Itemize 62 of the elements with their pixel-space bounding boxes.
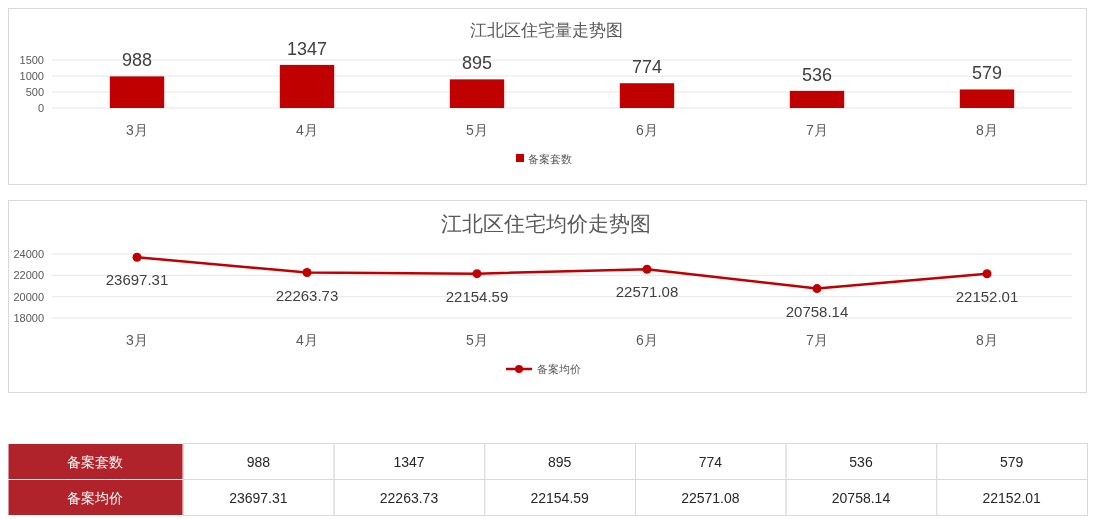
data-label: 22154.59	[445, 287, 509, 305]
text: 备案均价	[67, 489, 123, 506]
point	[982, 269, 992, 279]
x-tick-label: 6月	[636, 122, 658, 138]
data-label: 20758.14	[785, 302, 849, 320]
bar	[789, 90, 845, 108]
y-tick-label: 0	[37, 102, 44, 114]
data-label: 22571.08	[615, 283, 679, 301]
x-tick-label: 5月	[466, 332, 488, 348]
text: 579	[999, 453, 1024, 470]
text: 988	[246, 453, 271, 470]
bar	[959, 89, 1015, 108]
text: 22152.01	[982, 489, 1042, 506]
text: 22154.59	[530, 489, 590, 506]
text: 895	[547, 453, 572, 470]
data-label: 22152.01	[955, 287, 1019, 305]
legend-label: 备案均价	[537, 363, 581, 375]
legend-label: 备案套数	[528, 153, 572, 165]
text: 536	[849, 453, 873, 470]
y-tick-label: 1000	[19, 70, 44, 82]
x-tick-label: 3月	[126, 122, 148, 138]
point	[302, 268, 312, 278]
data-label: 23697.31	[105, 271, 169, 289]
y-tick-label: 1500	[19, 54, 44, 66]
x-tick-label: 6月	[636, 332, 658, 348]
data-label: 536	[801, 64, 833, 85]
text: 22571.08	[681, 489, 740, 506]
x-tick-label: 4月	[296, 332, 318, 348]
x-tick-label: 5月	[466, 122, 488, 138]
y-tick-label: 22000	[13, 269, 44, 282]
data-label: 579	[971, 63, 1003, 84]
data-label: 988	[121, 50, 153, 71]
text: 备案套数	[67, 453, 123, 470]
x-tick-label: 7月	[806, 332, 828, 348]
text: 20758.14	[831, 489, 891, 506]
x-tick-label: 8月	[976, 332, 998, 348]
text: 23697.31	[229, 489, 288, 506]
x-tick-label: 3月	[126, 332, 148, 348]
bar	[619, 83, 675, 108]
data-label: 895	[461, 53, 493, 74]
bar	[109, 76, 165, 108]
point	[132, 252, 142, 262]
data-label: 22263.73	[275, 286, 339, 304]
x-tick-label: 7月	[806, 122, 828, 138]
bar	[449, 79, 505, 108]
point	[812, 284, 822, 294]
text: 22263.73	[379, 489, 439, 506]
y-tick-label: 500	[25, 86, 44, 98]
chart-title: 江北区住宅均价走势图	[441, 212, 651, 235]
point	[472, 269, 482, 279]
y-tick-label: 24000	[13, 248, 44, 260]
text: 774	[698, 453, 723, 470]
chart-title: 江北区住宅量走势图	[469, 21, 623, 40]
x-tick-label: 4月	[296, 122, 318, 138]
x-tick-label: 8月	[976, 122, 998, 138]
point	[642, 264, 652, 274]
bar	[279, 64, 335, 108]
data-label: 1347	[286, 38, 328, 59]
y-tick-label: 20000	[13, 290, 44, 303]
data-label: 774	[631, 57, 663, 78]
text: 1347	[393, 453, 425, 470]
y-tick-label: 18000	[13, 312, 44, 324]
